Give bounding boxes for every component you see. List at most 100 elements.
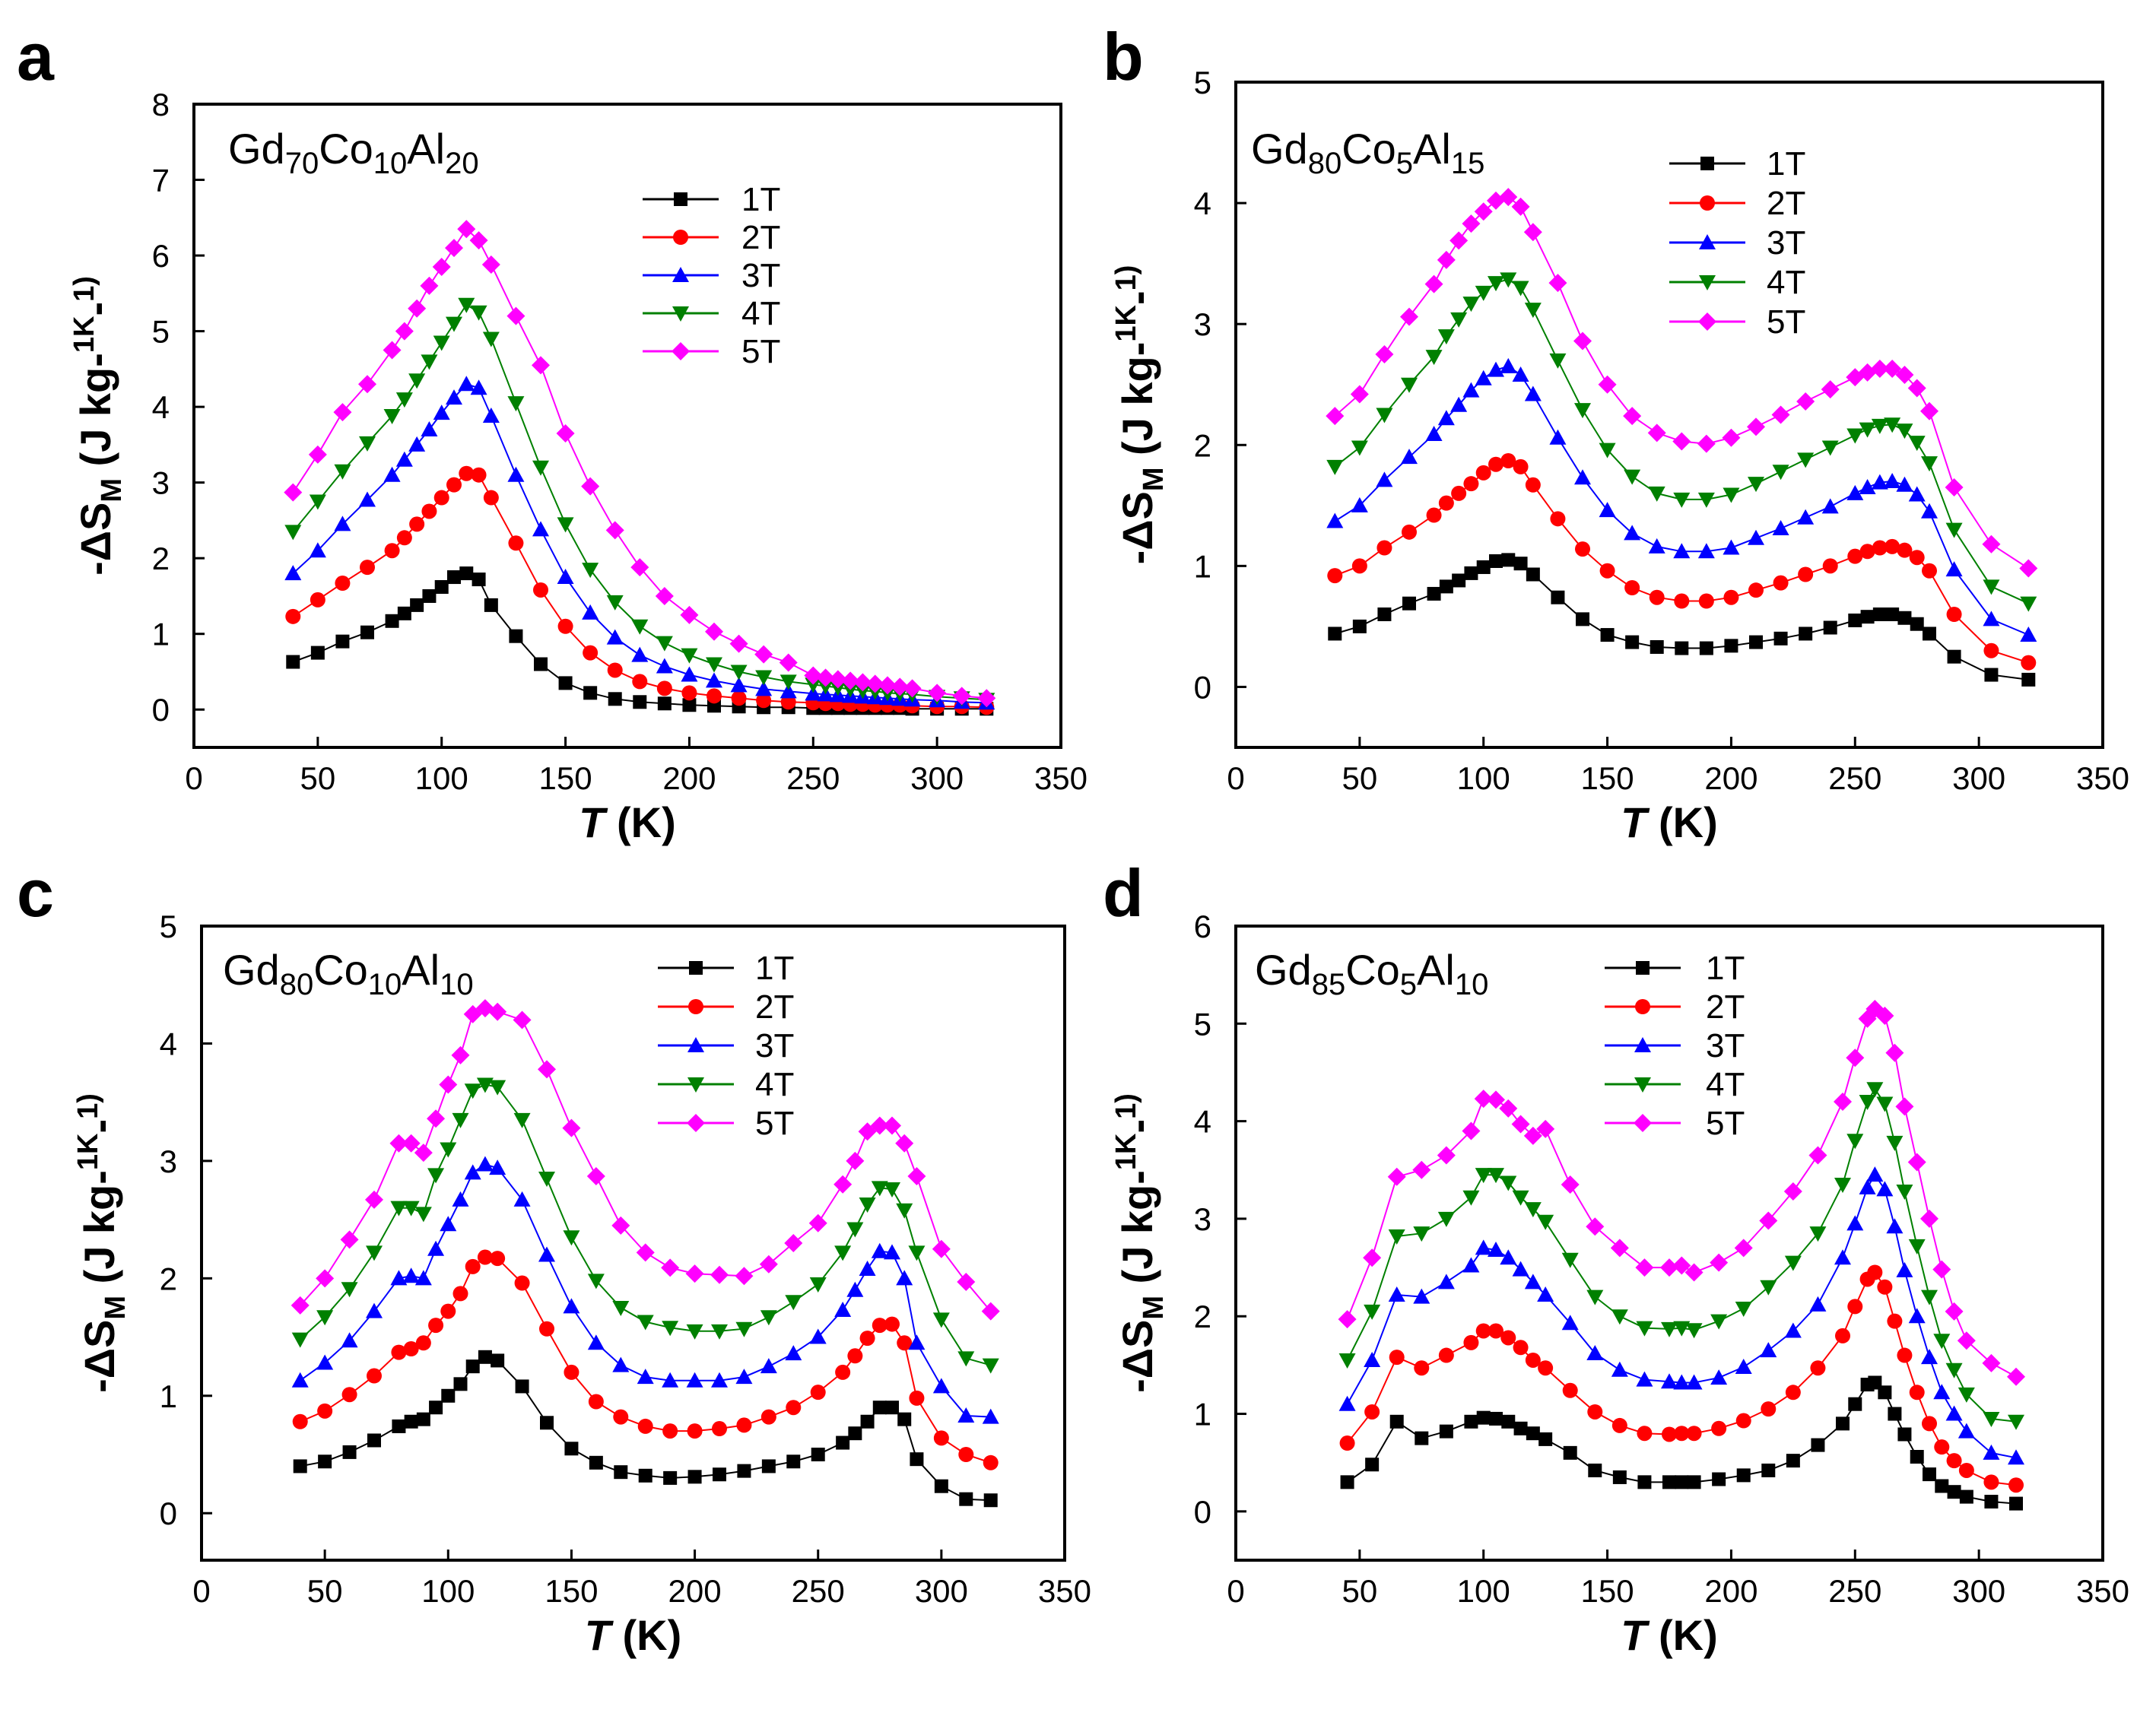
series-1T [293, 1350, 998, 1508]
data-point [284, 525, 302, 541]
data-point [1538, 1360, 1554, 1376]
plot-frame [200, 925, 1066, 1562]
y-tick-label: 8 [152, 87, 170, 122]
data-point [730, 665, 748, 680]
y-tick-label: 2 [1194, 427, 1211, 463]
data-point [896, 1203, 913, 1219]
data-point [661, 1258, 680, 1277]
data-point [491, 1353, 505, 1368]
data-point [291, 1372, 309, 1388]
data-point [1797, 509, 1815, 525]
data-point [606, 629, 624, 645]
data-point [1599, 563, 1615, 579]
data-point [958, 1447, 974, 1462]
data-point [1475, 1323, 1491, 1339]
data-point [415, 1335, 431, 1351]
y-tick-label: 0 [1194, 669, 1211, 705]
data-point [513, 1112, 531, 1128]
data-point [420, 276, 439, 295]
data-point [341, 1332, 358, 1348]
data-point [476, 1156, 494, 1172]
data-point [1735, 1301, 1752, 1317]
data-point [478, 1350, 492, 1364]
data-point [1710, 1253, 1729, 1272]
x-tick-label: 50 [1342, 760, 1377, 796]
series-5T [284, 220, 996, 708]
series-line [1335, 559, 2029, 680]
data-point [1784, 1255, 1802, 1271]
data-point [1513, 1340, 1529, 1356]
data-point [760, 1310, 777, 1326]
data-point [1984, 1495, 1999, 1509]
y-tick-label: 0 [152, 692, 170, 728]
data-point [1885, 607, 1900, 621]
data-point [309, 494, 326, 510]
data-point [532, 460, 549, 476]
data-point [534, 657, 548, 671]
data-point [730, 677, 748, 693]
x-axis-label-unit: (K) [1646, 798, 1717, 846]
title-subscript: 5 [1400, 968, 1417, 1001]
data-point [859, 1260, 876, 1276]
data-point [1388, 1286, 1405, 1302]
data-point [1364, 1351, 1381, 1367]
data-point [384, 543, 400, 559]
data-point [1896, 423, 1913, 439]
data-point [1897, 1347, 1913, 1363]
data-point [392, 1419, 406, 1433]
x-tick-label: 300 [1952, 1573, 2005, 1609]
data-point [1871, 418, 1888, 434]
series-4T [1326, 272, 2037, 612]
data-point [1474, 1090, 1493, 1109]
data-point [316, 1354, 334, 1370]
x-axis-label-unit: (K) [1646, 1611, 1717, 1659]
data-point [686, 1324, 703, 1340]
data-point [1908, 436, 1926, 452]
data-point [2008, 1414, 2024, 1430]
data-point [687, 1423, 703, 1439]
data-point [1698, 593, 1714, 609]
data-point [1437, 410, 1455, 426]
data-point [291, 1296, 310, 1315]
data-point [1351, 496, 1368, 512]
data-point [1586, 1217, 1605, 1236]
data-point [383, 466, 401, 482]
data-point [1945, 1405, 1963, 1421]
data-point [446, 316, 462, 332]
data-point [1958, 1387, 1975, 1403]
data-point [1524, 303, 1542, 319]
legend-label: 4T [755, 1066, 794, 1103]
data-point [1550, 511, 1566, 527]
data-point [865, 674, 884, 693]
data-point [1401, 449, 1418, 465]
legend-marker [689, 961, 703, 975]
x-tick-label: 350 [2076, 760, 2129, 796]
title-element: Gd [1251, 125, 1308, 173]
data-point [872, 1318, 887, 1334]
data-point [513, 1191, 531, 1207]
data-point [453, 1377, 468, 1391]
data-point [1712, 1472, 1726, 1486]
legend-marker [688, 999, 703, 1014]
data-point [1860, 610, 1875, 624]
data-point [1866, 1166, 1884, 1182]
legend-marker [1635, 999, 1650, 1014]
data-point [1424, 274, 1443, 293]
data-point [1908, 1239, 1926, 1255]
data-point [780, 674, 797, 690]
data-point [686, 1372, 703, 1388]
data-point [1921, 503, 1938, 519]
data-point [583, 686, 598, 700]
data-point [1946, 607, 1962, 622]
data-point [870, 1116, 889, 1135]
data-point [614, 1465, 628, 1480]
data-point [1351, 440, 1368, 456]
data-point [365, 1190, 383, 1209]
data-point [1598, 375, 1617, 394]
data-point [360, 625, 374, 639]
data-point [414, 1207, 432, 1223]
data-point [440, 1142, 457, 1158]
data-point [1836, 1416, 1850, 1431]
